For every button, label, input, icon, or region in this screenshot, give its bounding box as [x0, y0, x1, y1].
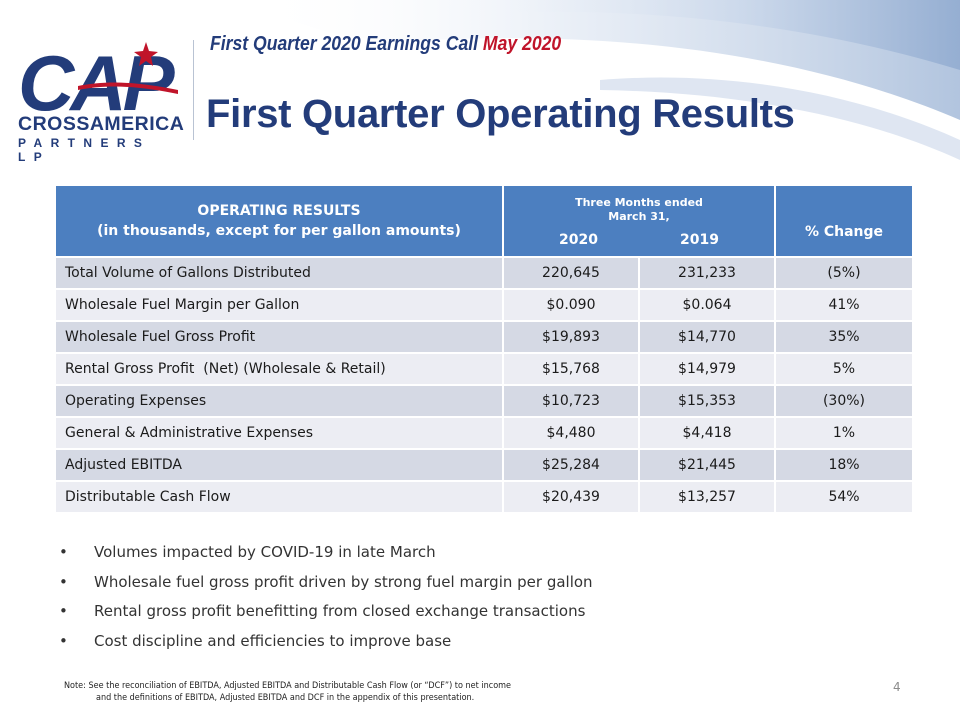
- table-row: Wholesale Fuel Gross Profit $19,893 $14,…: [56, 320, 912, 352]
- row-metric: Wholesale Fuel Margin per Gallon: [56, 288, 504, 320]
- row-value-2020: $4,480: [504, 416, 640, 448]
- row-change: 54%: [776, 480, 912, 512]
- row-value-2020: $15,768: [504, 352, 640, 384]
- subtitle-event: First Quarter 2020 Earnings Call: [210, 33, 479, 55]
- row-change: (5%): [776, 256, 912, 288]
- company-logo: CAP CROSSAMERICA PARTNERS LP: [14, 18, 186, 164]
- header-period-line2: March 31,: [608, 210, 670, 223]
- header-percent-change: % Change: [776, 186, 912, 256]
- bullet-dot-icon: •: [59, 631, 68, 650]
- row-value-2019: $14,979: [640, 352, 776, 384]
- table-row: Total Volume of Gallons Distributed 220,…: [56, 256, 912, 288]
- logo-company-sub: PARTNERS LP: [18, 136, 151, 164]
- bullet-item: • Wholesale fuel gross profit driven by s…: [56, 568, 593, 598]
- row-metric: Rental Gross Profit (Net) (Wholesale & R…: [56, 352, 504, 384]
- row-value-2019: $15,353: [640, 384, 776, 416]
- table-row: Distributable Cash Flow $20,439 $13,257 …: [56, 480, 912, 512]
- bullet-text: Rental gross profit benefitting from clo…: [94, 602, 586, 620]
- header-col1-line1: OPERATING RESULTS: [197, 203, 361, 219]
- row-metric: Distributable Cash Flow: [56, 480, 504, 512]
- row-value-2019: $14,770: [640, 320, 776, 352]
- row-value-2020: $19,893: [504, 320, 640, 352]
- row-value-2020: $25,284: [504, 448, 640, 480]
- table-row: Rental Gross Profit (Net) (Wholesale & R…: [56, 352, 912, 384]
- bullet-dot-icon: •: [59, 543, 68, 561]
- bullet-item: • Rental gross profit benefitting from cl…: [56, 597, 593, 627]
- bullet-dot-icon: •: [59, 602, 68, 620]
- bullet-text: Volumes impacted by COVID-19 in late Mar…: [94, 543, 436, 561]
- table-header-row: OPERATING RESULTS (in thousands, except …: [56, 186, 912, 256]
- row-change: 18%: [776, 448, 912, 480]
- header-period-line1: Three Months ended: [575, 196, 703, 209]
- row-metric: Adjusted EBITDA: [56, 448, 504, 480]
- row-value-2019: $13,257: [640, 480, 776, 512]
- header-period: Three Months ended March 31,: [504, 196, 774, 224]
- header-divider: [193, 40, 194, 140]
- row-metric: Total Volume of Gallons Distributed: [56, 256, 504, 288]
- subtitle-date: May 2020: [482, 33, 562, 55]
- row-value-2019: $0.064: [640, 288, 776, 320]
- row-value-2020: $10,723: [504, 384, 640, 416]
- row-change: 35%: [776, 320, 912, 352]
- slide-title: First Quarter Operating Results: [206, 92, 795, 136]
- header-year-2020: 2020: [559, 232, 598, 248]
- header-col1-line2: (in thousands, except for per gallon amo…: [97, 223, 461, 239]
- row-value-2019: $21,445: [640, 448, 776, 480]
- bullet-text: Wholesale fuel gross profit driven by st…: [94, 572, 593, 591]
- bullet-item: • Volumes impacted by COVID-19 in late Ma…: [56, 538, 593, 568]
- footnote: Note: See the reconciliation of EBITDA, …: [64, 680, 624, 704]
- footnote-line2: and the definitions of EBITDA, Adjusted …: [96, 693, 475, 703]
- row-value-2020: $20,439: [504, 480, 640, 512]
- row-change: 5%: [776, 352, 912, 384]
- row-metric: Operating Expenses: [56, 384, 504, 416]
- header-three-months: Three Months ended March 31, 2020 2019: [504, 186, 776, 256]
- row-metric: Wholesale Fuel Gross Profit: [56, 320, 504, 352]
- row-change: (30%): [776, 384, 912, 416]
- cap-logo-mark: CAP: [18, 40, 180, 118]
- table-row: Wholesale Fuel Margin per Gallon $0.090 …: [56, 288, 912, 320]
- bullet-text: Cost discipline and efficiencies to impr…: [94, 631, 452, 650]
- header-operating-results: OPERATING RESULTS (in thousands, except …: [56, 186, 504, 256]
- logo-company-name: CROSSAMERICA: [18, 113, 185, 135]
- presentation-subtitle: First Quarter 2020 Earnings Call May 202…: [210, 33, 561, 56]
- row-value-2019: $4,418: [640, 416, 776, 448]
- summary-bullet-list: • Volumes impacted by COVID-19 in late Ma…: [56, 538, 593, 656]
- header-year-2019: 2019: [680, 232, 719, 248]
- star-icon: [134, 42, 158, 66]
- row-value-2019: 231,233: [640, 256, 776, 288]
- bullet-dot-icon: •: [59, 572, 68, 591]
- row-change: 1%: [776, 416, 912, 448]
- row-value-2020: $0.090: [504, 288, 640, 320]
- bullet-item: • Cost discipline and efficiencies to imp…: [56, 627, 593, 657]
- footnote-line1: Note: See the reconciliation of EBITDA, …: [64, 681, 512, 691]
- operating-results-table: OPERATING RESULTS (in thousands, except …: [56, 186, 912, 512]
- table-row: Operating Expenses $10,723 $15,353 (30%): [56, 384, 912, 416]
- table-row: General & Administrative Expenses $4,480…: [56, 416, 912, 448]
- row-value-2020: 220,645: [504, 256, 640, 288]
- row-change: 41%: [776, 288, 912, 320]
- row-metric: General & Administrative Expenses: [56, 416, 504, 448]
- table-row: Adjusted EBITDA $25,284 $21,445 18%: [56, 448, 912, 480]
- page-number: 4: [893, 680, 901, 694]
